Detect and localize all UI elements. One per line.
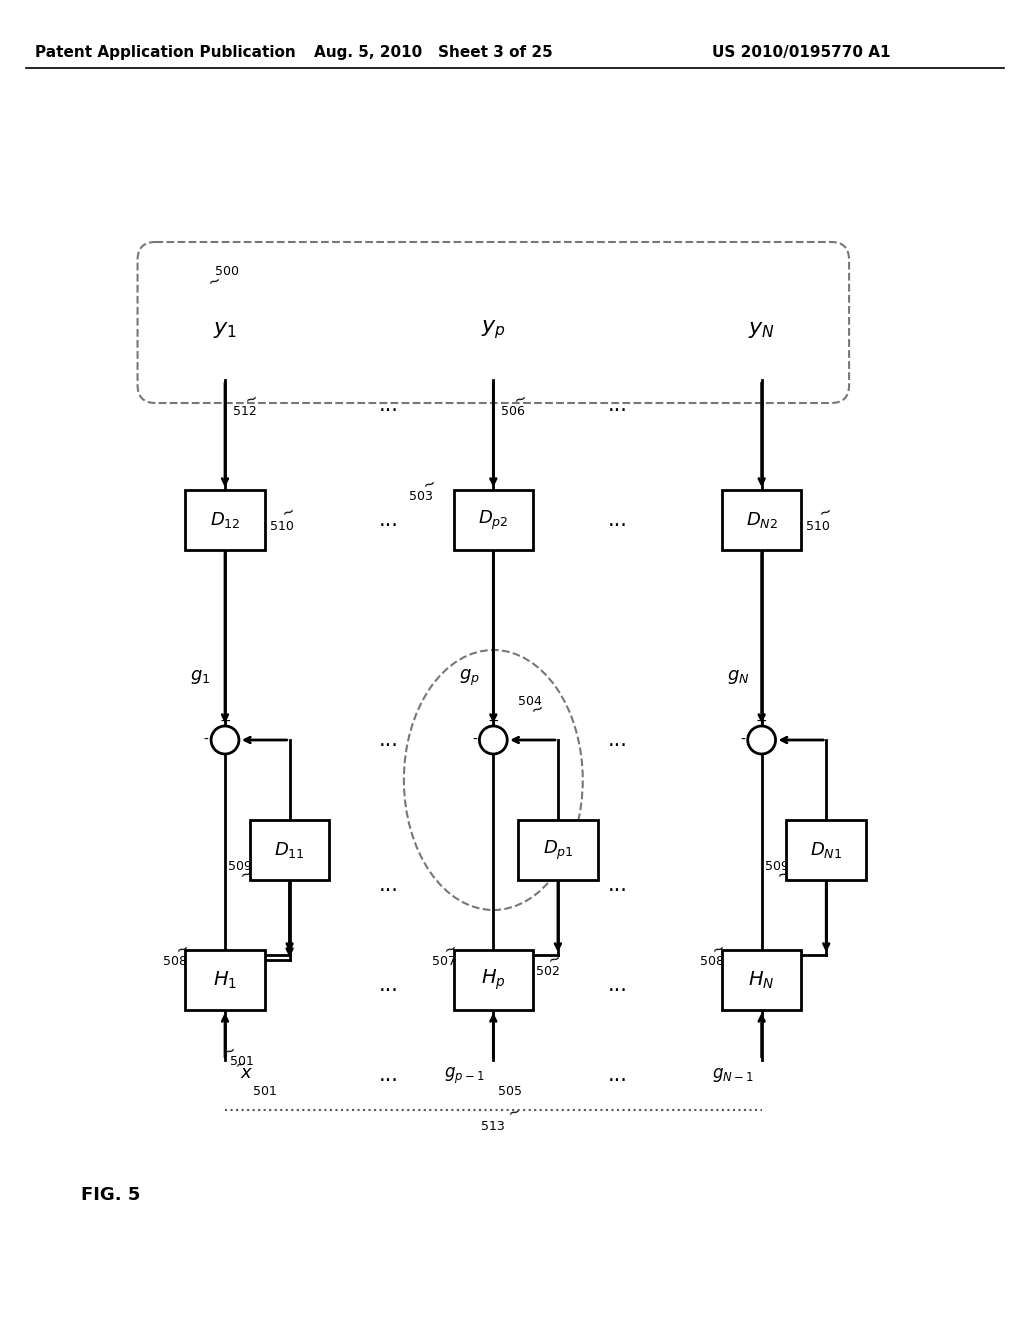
Text: ~: ~ <box>280 503 297 521</box>
FancyBboxPatch shape <box>722 950 802 1010</box>
Text: +: + <box>219 714 230 729</box>
Text: $g_{p-1}$: $g_{p-1}$ <box>443 1065 484 1086</box>
Text: $D_{p2}$: $D_{p2}$ <box>478 508 509 532</box>
Text: $H_1$: $H_1$ <box>213 969 237 990</box>
Text: ...: ... <box>607 510 628 531</box>
Text: 500: 500 <box>215 265 239 279</box>
Text: 508: 508 <box>700 954 724 968</box>
Text: Aug. 5, 2010   Sheet 3 of 25: Aug. 5, 2010 Sheet 3 of 25 <box>314 45 553 61</box>
Text: ...: ... <box>607 975 628 995</box>
Text: $H_N$: $H_N$ <box>749 969 775 990</box>
FancyBboxPatch shape <box>250 820 330 880</box>
Text: $D_{p1}$: $D_{p1}$ <box>543 838 573 862</box>
Text: ~: ~ <box>774 865 792 883</box>
Text: 508: 508 <box>164 954 187 968</box>
Text: ...: ... <box>379 395 399 414</box>
Text: ...: ... <box>607 875 628 895</box>
Text: ~: ~ <box>243 389 260 408</box>
Text: ~: ~ <box>220 1041 238 1060</box>
Text: ...: ... <box>607 730 628 750</box>
Text: 504: 504 <box>518 696 542 708</box>
Text: ...: ... <box>607 395 628 414</box>
FancyBboxPatch shape <box>185 490 265 550</box>
Text: ~: ~ <box>505 1102 522 1121</box>
Text: Patent Application Publication: Patent Application Publication <box>35 45 296 61</box>
FancyBboxPatch shape <box>454 950 534 1010</box>
Text: -: - <box>740 733 745 747</box>
Text: $g_p$: $g_p$ <box>459 668 479 688</box>
Text: $H_p$: $H_p$ <box>481 968 506 993</box>
Text: 503: 503 <box>409 490 433 503</box>
Text: US 2010/0195770 A1: US 2010/0195770 A1 <box>712 45 891 61</box>
Text: 510: 510 <box>269 520 294 533</box>
Text: +: + <box>756 714 767 729</box>
Text: $g_N$: $g_N$ <box>727 668 750 686</box>
FancyBboxPatch shape <box>518 820 598 880</box>
FancyBboxPatch shape <box>454 490 534 550</box>
Text: ~: ~ <box>232 1056 249 1073</box>
Text: ...: ... <box>379 1065 399 1085</box>
Text: 510: 510 <box>806 520 830 533</box>
Text: -: - <box>204 733 209 747</box>
Text: $D_{N2}$: $D_{N2}$ <box>745 510 777 531</box>
Text: -: - <box>472 733 477 747</box>
Text: 513: 513 <box>481 1119 505 1133</box>
FancyBboxPatch shape <box>185 950 265 1010</box>
Text: ~: ~ <box>441 940 459 958</box>
Text: 509: 509 <box>765 861 788 873</box>
Text: $D_{N1}$: $D_{N1}$ <box>810 840 843 861</box>
Text: 501: 501 <box>253 1085 276 1098</box>
Text: ~: ~ <box>511 389 528 408</box>
Circle shape <box>479 726 507 754</box>
Text: 509: 509 <box>228 861 252 873</box>
Text: +: + <box>487 714 499 729</box>
Text: FIG. 5: FIG. 5 <box>81 1185 140 1204</box>
Text: ~: ~ <box>205 272 222 290</box>
Text: 506: 506 <box>502 405 525 418</box>
Text: 507: 507 <box>432 954 456 968</box>
Text: ~: ~ <box>546 949 563 968</box>
Text: ~: ~ <box>421 475 438 492</box>
Text: ...: ... <box>379 975 399 995</box>
Text: $g_1$: $g_1$ <box>190 668 211 686</box>
Text: $y_N$: $y_N$ <box>749 319 775 341</box>
Text: 512: 512 <box>232 405 257 418</box>
Circle shape <box>211 726 239 754</box>
Text: ~: ~ <box>816 503 834 521</box>
Text: ~: ~ <box>173 940 190 958</box>
Text: 501: 501 <box>230 1055 254 1068</box>
Text: ...: ... <box>379 730 399 750</box>
FancyBboxPatch shape <box>786 820 866 880</box>
Text: ~: ~ <box>710 940 727 958</box>
Text: ~: ~ <box>528 700 545 718</box>
Text: $y_1$: $y_1$ <box>213 319 238 341</box>
Text: ~: ~ <box>238 865 255 883</box>
Text: $y_p$: $y_p$ <box>481 318 506 342</box>
Text: 502: 502 <box>536 965 560 978</box>
Circle shape <box>748 726 775 754</box>
Text: ...: ... <box>379 510 399 531</box>
Text: ...: ... <box>379 875 399 895</box>
Text: $x$: $x$ <box>240 1064 253 1082</box>
Text: 505: 505 <box>499 1085 522 1098</box>
Text: $D_{12}$: $D_{12}$ <box>210 510 241 531</box>
Text: $g_{N-1}$: $g_{N-1}$ <box>712 1067 754 1084</box>
FancyBboxPatch shape <box>722 490 802 550</box>
Text: ...: ... <box>607 1065 628 1085</box>
Text: $D_{11}$: $D_{11}$ <box>274 840 305 861</box>
